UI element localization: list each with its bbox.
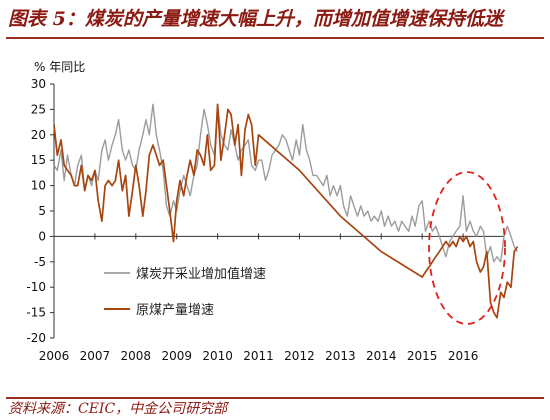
coal-growth-line-chart: % 年同比 -20 -15 -10 -5 0 5 10 15 20 25 30 2006 2007 200… [26,60,519,363]
x-tick-label: 2012 [284,349,315,363]
y-tick-label: -5 [34,255,46,269]
y-tick-label: 10 [31,179,46,193]
footer-divider [6,397,544,399]
y-tick-label: -10 [26,280,46,294]
title-divider [6,37,544,39]
y-tick-label: 15 [31,153,46,167]
x-tick-label: 2014 [366,349,397,363]
y-axis-unit-label: % 年同比 [34,60,85,74]
x-tick-label: 2016 [448,349,479,363]
y-tick-label: -15 [26,306,46,320]
legend-label: 煤炭开采业增加值增速 [136,266,266,282]
legend-label: 原煤产量增速 [136,303,214,318]
x-tick-label: 2010 [202,349,233,363]
figure-title: 图表 5：煤炭的产量增速大幅上升，而增加值增速保持低迷 [8,8,503,30]
highlight-ellipse [428,171,506,325]
y-tick-label: 20 [31,128,46,142]
x-tick-label: 2009 [161,349,192,363]
x-tick-label: 2011 [243,349,274,363]
x-tick-label: 2013 [325,349,356,363]
x-tick-label: 2007 [80,349,111,363]
y-tick-label: 25 [31,102,46,116]
x-tick-label: 2006 [39,349,70,363]
y-tick-label: 5 [38,204,46,218]
x-tick-label: 2015 [407,349,438,363]
y-tick-label: 30 [31,77,46,91]
axes: -20 -15 -10 -5 0 5 10 15 20 25 30 2006 2007 2008 2009 2… [26,77,505,363]
y-tick-label: -20 [26,331,46,345]
series-line-1 [53,103,519,263]
series-lines [53,103,519,319]
series-line-2 [53,103,519,319]
source-note: 资料来源：CEIC，中金公司研究部 [8,401,228,417]
x-tick-label: 2008 [121,349,152,363]
y-tick-label: 0 [38,229,46,243]
